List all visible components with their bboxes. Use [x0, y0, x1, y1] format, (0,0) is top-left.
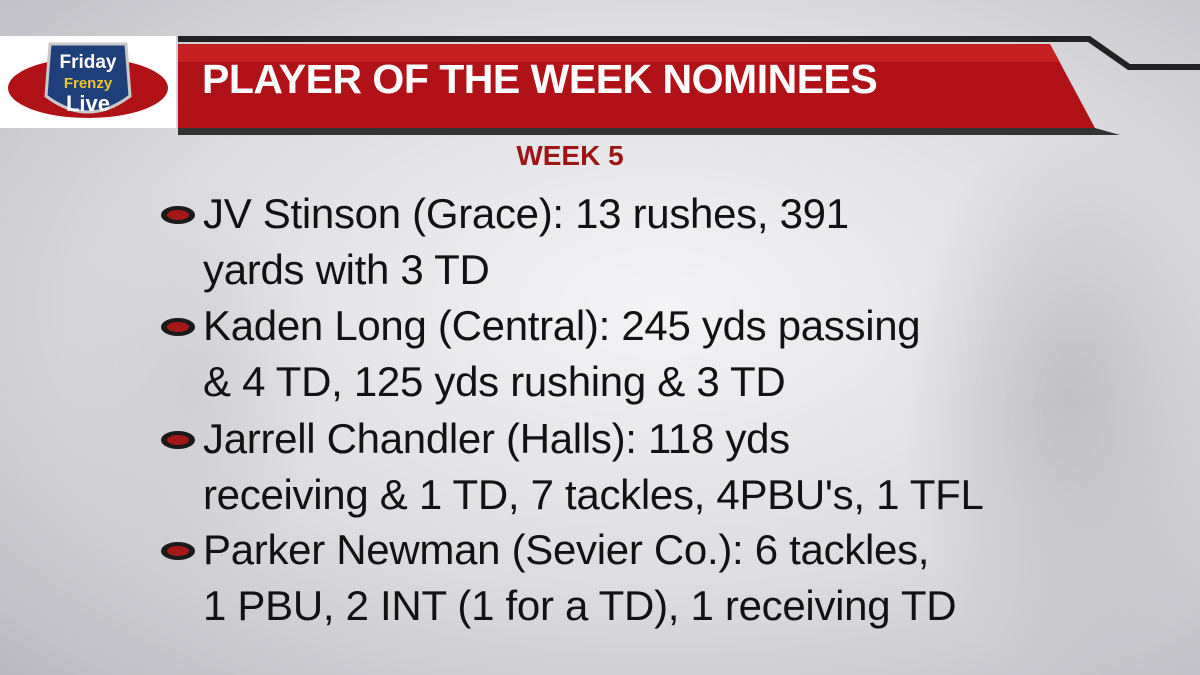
logo: Friday Frenzy Live [0, 36, 176, 128]
nominee-line: Parker Newman (Sevier Co.): 6 tackles, [203, 526, 930, 573]
nominee-line: Jarrell Chandler (Halls): 118 yds [203, 415, 790, 462]
nominee-line: yards with 3 TD [203, 246, 490, 293]
background-blur [900, 120, 1200, 675]
subtitle: WEEK 5 [516, 140, 624, 171]
banner-stripe [178, 36, 1200, 70]
banner-shadow [178, 128, 1120, 135]
nominee: Jarrell Chandler (Halls): 118 yds receivi… [203, 411, 984, 523]
nominee-line: receiving & 1 TD, 7 tackles, 4PBU's, 1 T… [203, 471, 984, 518]
banner-fill [178, 44, 1095, 128]
nominee: Kaden Long (Central): 245 yds passing & 4… [203, 298, 921, 410]
logo-text: Friday [59, 52, 116, 73]
nominee-line: & 4 TD, 125 yds rushing & 3 TD [203, 358, 786, 405]
logo-shield [44, 42, 132, 114]
background-blur [60, 180, 320, 600]
nominee: JV Stinson (Grace): 13 rushes, 391 yards … [203, 186, 849, 298]
football-bullet [161, 431, 195, 449]
nominee: Parker Newman (Sevier Co.): 6 tackles, 1 … [203, 522, 957, 634]
banner-highlight [178, 44, 1060, 62]
banner [178, 36, 1200, 135]
title: PLAYER OF THE WEEK NOMINEES [202, 56, 878, 102]
nominee-line: Kaden Long (Central): 245 yds passing [203, 302, 921, 349]
football-bullet [161, 542, 195, 560]
logo-text: Frenzy [64, 75, 113, 92]
football-bullet [161, 318, 195, 336]
nominee-line: JV Stinson (Grace): 13 rushes, 391 [203, 190, 849, 237]
nominee-line: 1 PBU, 2 INT (1 for a TD), 1 receiving T… [203, 582, 957, 629]
logo-text: Live [66, 91, 110, 116]
football-bullet [161, 206, 195, 224]
